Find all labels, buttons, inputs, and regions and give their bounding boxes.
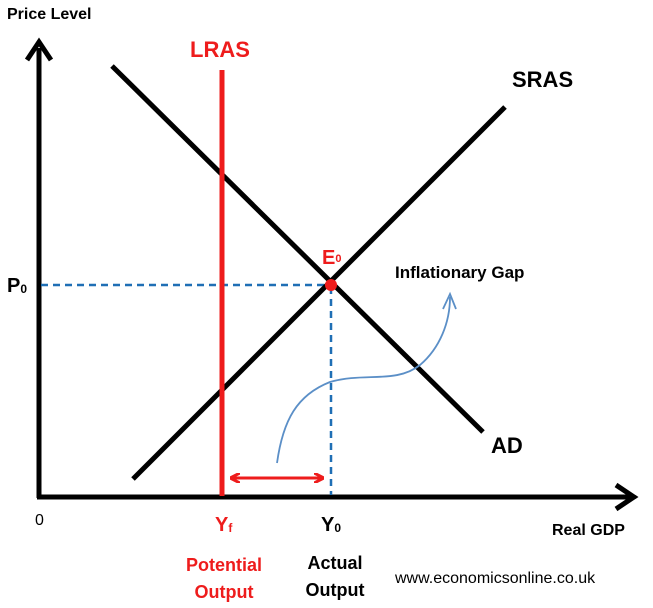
sras-curve <box>131 105 507 481</box>
actual-output-tick: Y0 <box>321 514 341 536</box>
x-axis-label: Real GDP <box>552 522 625 539</box>
potential-output-line2: Output <box>195 582 254 602</box>
equilibrium-point <box>325 279 337 291</box>
ad-curve <box>110 64 485 434</box>
potential-output-line1: Potential <box>186 555 262 575</box>
price-label: P0 <box>7 275 27 297</box>
inflationary-gap-label: Inflationary Gap <box>395 263 524 282</box>
sras-label: SRAS <box>512 67 573 92</box>
y-axis-arrowhead <box>24 37 54 62</box>
gap-curved-arrowhead <box>442 291 457 310</box>
origin-label: 0 <box>35 512 44 529</box>
x-axis-arrowhead <box>614 482 639 512</box>
lras-label: LRAS <box>190 37 250 62</box>
ad-label: AD <box>491 433 523 458</box>
actual-output-line2: Output <box>306 580 365 600</box>
gap-curved-arrow <box>276 296 451 464</box>
potential-output-tick: Yf <box>215 514 233 536</box>
actual-output-line1: Actual <box>307 553 362 573</box>
y-axis-label: Price Level <box>7 6 92 23</box>
equilibrium-label: E0 <box>322 247 341 269</box>
source-credit: www.economicsonline.co.uk <box>394 570 596 587</box>
